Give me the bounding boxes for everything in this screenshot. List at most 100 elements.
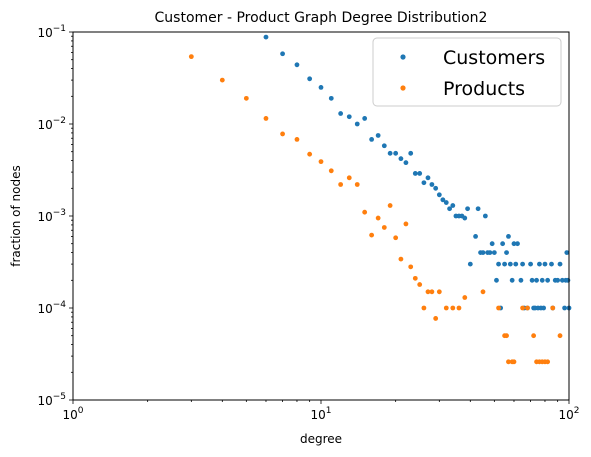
data-point: [509, 277, 515, 283]
legend-box: [372, 37, 562, 107]
data-point: [346, 175, 352, 181]
data-point: [480, 250, 486, 256]
y-tick-label-exp: −3: [53, 208, 66, 218]
data-point: [515, 241, 520, 247]
data-point: [529, 277, 535, 283]
data-point: [541, 305, 547, 311]
data-point: [487, 250, 493, 256]
data-point: [354, 121, 360, 127]
data-point: [421, 305, 427, 311]
data-point: [328, 168, 334, 174]
data-point: [545, 277, 551, 283]
series-layer: [188, 34, 572, 365]
y-tick-label: 10−2: [37, 116, 66, 132]
data-point: [354, 182, 360, 187]
data-point: [280, 131, 285, 137]
data-point: [542, 261, 548, 267]
data-point: [403, 160, 409, 166]
data-point: [482, 213, 488, 219]
data-point: [429, 289, 435, 295]
legend-marker: [400, 54, 406, 60]
data-point: [381, 225, 387, 230]
y-tick-label-exp: −1: [53, 24, 66, 34]
series-products: [188, 54, 563, 365]
data-point: [433, 316, 439, 321]
legend-marker: [400, 85, 406, 91]
data-point: [443, 200, 449, 205]
chart-title: Customer - Product Graph Degree Distribu…: [155, 10, 488, 26]
data-point: [496, 261, 501, 267]
data-point: [294, 62, 300, 68]
data-point: [531, 333, 537, 339]
data-point: [494, 277, 499, 283]
data-point: [403, 221, 409, 227]
legend: Customers Products: [372, 37, 562, 107]
data-point: [539, 277, 545, 283]
data-point: [545, 359, 551, 365]
x-tick-label-exp: 2: [574, 406, 580, 416]
data-point: [263, 34, 269, 40]
data-point: [465, 206, 470, 212]
y-axis-label: fraction of nodes: [9, 165, 23, 267]
data-point: [338, 111, 344, 116]
data-point: [421, 180, 427, 186]
data-point: [188, 54, 194, 60]
data-point: [375, 133, 381, 138]
y-tick-label-exp: −4: [53, 300, 67, 310]
y-tick-label-base: 10: [37, 210, 52, 224]
legend-label: Products: [443, 78, 525, 100]
data-point: [549, 261, 554, 267]
data-point: [381, 143, 387, 149]
data-point: [393, 150, 399, 156]
data-point: [518, 277, 524, 283]
y-tick-label: 10−3: [37, 208, 66, 224]
data-point: [462, 215, 468, 221]
data-point: [362, 209, 368, 215]
y-tick-label-base: 10: [37, 118, 52, 132]
data-point: [489, 241, 495, 247]
data-point: [346, 114, 352, 120]
data-point: [440, 197, 446, 203]
data-point: [447, 206, 452, 212]
data-point: [219, 77, 225, 83]
data-point: [280, 51, 285, 57]
data-point: [507, 261, 513, 267]
x-tick-label-exp: 1: [326, 406, 332, 416]
data-point: [534, 277, 539, 283]
y-tick-label-exp: −2: [53, 116, 66, 126]
x-tick-label: 101: [310, 406, 331, 422]
data-point: [398, 156, 404, 162]
data-point: [387, 150, 393, 156]
data-point: [450, 203, 456, 208]
data-point: [433, 185, 439, 191]
data-point: [480, 289, 486, 295]
data-point: [263, 116, 269, 121]
data-point: [375, 215, 381, 221]
data-point: [398, 256, 404, 262]
data-point: [369, 232, 375, 238]
data-point: [436, 289, 442, 295]
data-point: [462, 295, 468, 300]
data-point: [417, 171, 423, 176]
data-point: [417, 282, 423, 287]
data-point: [307, 151, 313, 157]
data-point: [500, 241, 506, 247]
data-point: [520, 261, 525, 267]
data-point: [294, 137, 300, 142]
data-point: [473, 234, 478, 239]
data-point: [557, 261, 563, 267]
x-tick-label-base: 10: [558, 408, 573, 422]
data-point: [425, 289, 431, 295]
data-point: [506, 359, 511, 365]
legend-label: Customers: [443, 47, 545, 69]
data-point: [450, 305, 456, 311]
data-point: [412, 171, 418, 176]
data-point: [338, 182, 344, 187]
data-point: [429, 182, 435, 187]
data-point: [318, 159, 324, 165]
data-point: [243, 95, 249, 101]
data-point: [443, 305, 449, 311]
data-point: [559, 277, 565, 283]
